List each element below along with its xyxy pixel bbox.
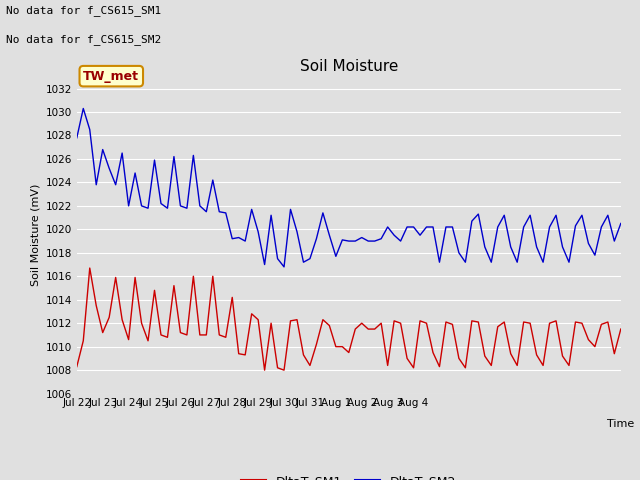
Text: No data for f_CS615_SM2: No data for f_CS615_SM2 xyxy=(6,34,162,45)
Text: No data for f_CS615_SM1: No data for f_CS615_SM1 xyxy=(6,5,162,16)
Title: Soil Moisture: Soil Moisture xyxy=(300,59,398,74)
DltaT_SM1 xyxy=(241,352,249,358)
DltaT_SM1 xyxy=(86,265,93,271)
DltaT_SM1 xyxy=(248,311,255,317)
DltaT_SM2 xyxy=(73,135,81,141)
DltaT_SM1 xyxy=(274,365,282,371)
DltaT_SM1 xyxy=(170,283,178,288)
DltaT_SM2 xyxy=(241,238,249,244)
Legend: DltaT_SM1, DltaT_SM2: DltaT_SM1, DltaT_SM2 xyxy=(236,469,461,480)
DltaT_SM2 xyxy=(280,264,288,270)
DltaT_SM2 xyxy=(248,206,255,212)
DltaT_SM2 xyxy=(617,221,625,227)
DltaT_SM1 xyxy=(260,367,268,373)
DltaT_SM2 xyxy=(598,224,605,230)
DltaT_SM1 xyxy=(358,320,365,326)
DltaT_SM1 xyxy=(598,322,605,327)
Line: DltaT_SM1: DltaT_SM1 xyxy=(77,268,621,370)
Text: TW_met: TW_met xyxy=(83,70,140,83)
DltaT_SM1 xyxy=(73,364,81,370)
DltaT_SM2 xyxy=(358,235,365,240)
X-axis label: Time: Time xyxy=(607,419,634,429)
DltaT_SM2 xyxy=(79,106,87,111)
Line: DltaT_SM2: DltaT_SM2 xyxy=(77,108,621,267)
DltaT_SM1 xyxy=(617,326,625,332)
Y-axis label: Soil Moisture (mV): Soil Moisture (mV) xyxy=(30,184,40,287)
DltaT_SM2 xyxy=(268,212,275,218)
DltaT_SM2 xyxy=(170,154,178,159)
